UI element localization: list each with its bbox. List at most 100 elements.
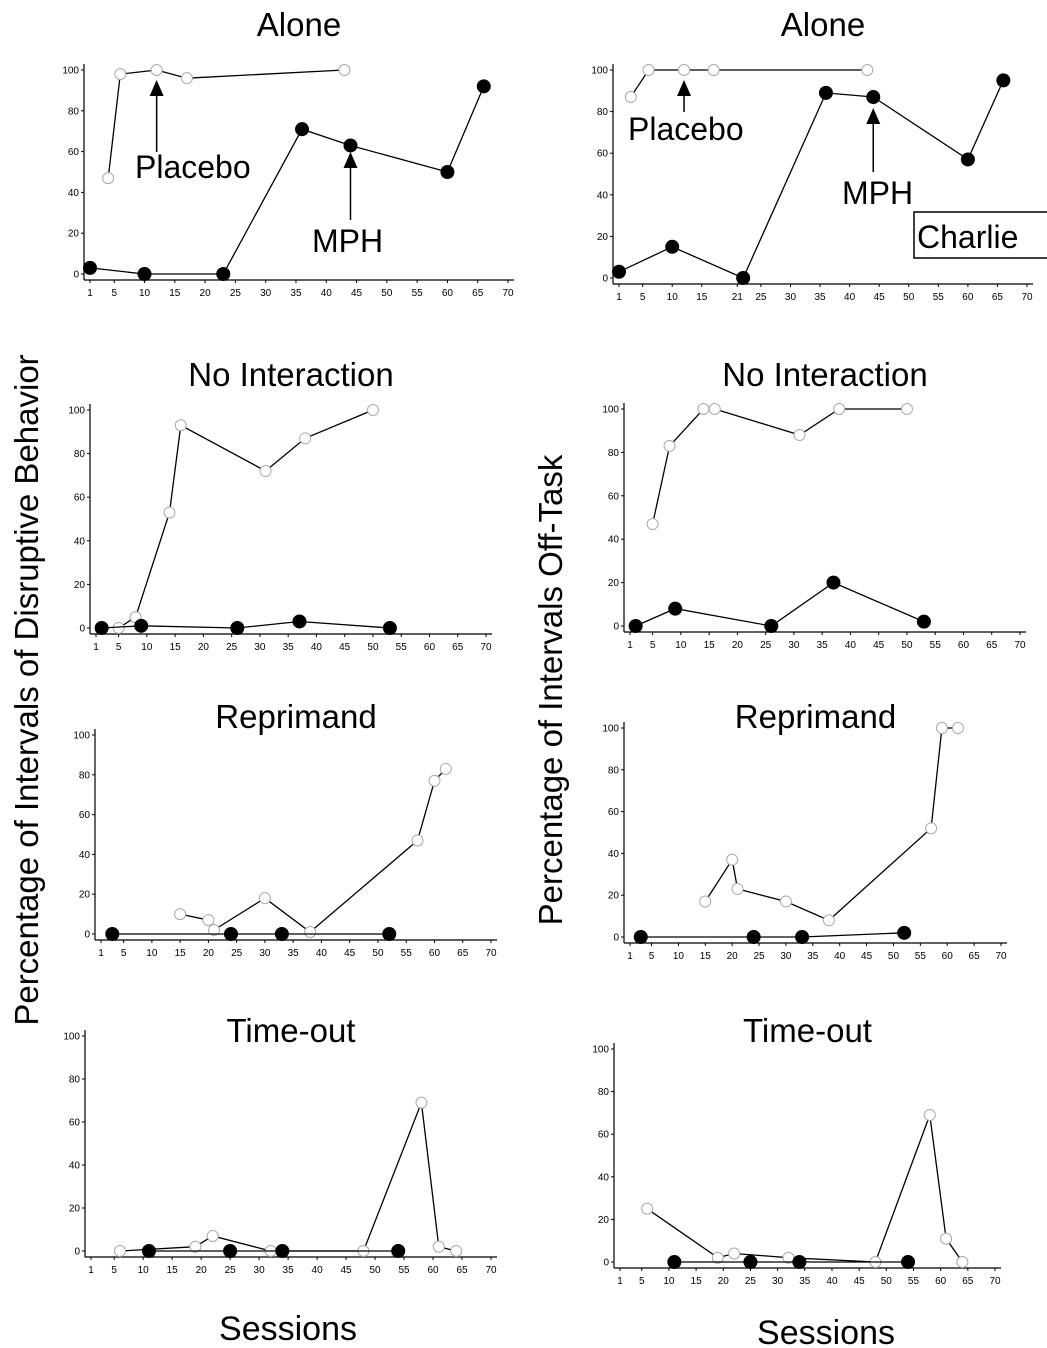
open-marker <box>641 1202 654 1215</box>
x-tick-label: 45 <box>861 951 873 962</box>
x-tick-label: 20 <box>196 1265 208 1276</box>
filled-marker <box>105 927 120 941</box>
x-tick-label: 65 <box>456 1265 468 1276</box>
filled-marker <box>897 925 912 940</box>
x-tick-label: 1 <box>98 948 104 959</box>
y-tick-label: 80 <box>597 107 609 118</box>
x-tick-label: 60 <box>427 1265 439 1276</box>
x-tick-label: 5 <box>650 640 656 651</box>
y-tick-label: 0 <box>602 274 608 285</box>
panel-title: Alone <box>257 6 341 43</box>
x-tick-label: 15 <box>167 1265 179 1276</box>
y-tick-label: 100 <box>592 1045 609 1056</box>
x-tick-label: 10 <box>141 642 153 653</box>
y-tick-label: 80 <box>608 448 620 459</box>
y-tick-label: 0 <box>84 930 90 941</box>
filled-marker <box>795 930 810 944</box>
open-marker <box>450 1245 463 1257</box>
x-tick-label: 40 <box>312 1265 324 1276</box>
filled-marker <box>391 1244 406 1258</box>
y-tick-label: 20 <box>68 229 80 240</box>
open-marker <box>707 64 720 76</box>
open-marker <box>731 882 744 895</box>
y-tick-label: 20 <box>597 232 609 243</box>
x-tick-label: 55 <box>930 640 942 651</box>
panel-title: No Interaction <box>188 356 393 393</box>
x-tick-label: 60 <box>442 288 454 299</box>
filled-marker <box>996 73 1011 88</box>
x-tick-label: 70 <box>485 948 497 959</box>
x-tick-label: 5 <box>111 1265 117 1276</box>
x-tick-label: 1 <box>627 951 633 962</box>
x-tick-label: 70 <box>1014 640 1026 651</box>
x-tick-label: 20 <box>200 288 212 299</box>
x-tick-label: 45 <box>344 948 356 959</box>
filled-marker <box>866 90 881 105</box>
x-tick-label: 20 <box>203 948 215 959</box>
open-marker <box>415 1096 428 1109</box>
x-tick-label: 50 <box>881 1276 893 1287</box>
filled-marker <box>792 1255 807 1269</box>
x-tick-label: 35 <box>288 948 300 959</box>
x-tick-label: 10 <box>138 1265 150 1276</box>
y-tick-label: 0 <box>613 622 619 633</box>
x-axis-label-left: Sessions <box>219 1310 357 1348</box>
y-tick-label: 60 <box>608 491 620 502</box>
y-tick-label: 40 <box>68 188 80 199</box>
x-tick-label: 5 <box>116 642 122 653</box>
x-tick-label: 45 <box>351 288 363 299</box>
filled-marker <box>134 618 149 633</box>
x-tick-label: 65 <box>969 951 981 962</box>
filled-marker <box>628 619 643 633</box>
y-axis-label-right: Percentage of Intervals Off-Task <box>532 454 569 925</box>
y-tick-label: 100 <box>602 724 619 735</box>
open-marker <box>624 91 637 104</box>
x-tick-label: 50 <box>888 951 900 962</box>
filled-marker <box>295 122 310 137</box>
x-tick-label: 55 <box>933 292 945 303</box>
filled-marker <box>736 271 751 285</box>
annotation-label: Placebo <box>628 111 744 147</box>
y-tick-label: 100 <box>63 1032 80 1043</box>
x-tick-label: 5 <box>121 948 127 959</box>
x-tick-label: 21 <box>732 292 744 303</box>
filled-marker <box>960 152 975 167</box>
y-tick-label: 20 <box>608 891 620 902</box>
y-tick-label: 40 <box>79 850 91 861</box>
x-tick-label: 35 <box>817 640 829 651</box>
open-marker <box>728 1247 741 1260</box>
x-tick-label: 40 <box>321 288 333 299</box>
open-marker <box>711 1251 724 1264</box>
filled-marker <box>382 927 397 941</box>
y-tick-label: 60 <box>598 1130 610 1141</box>
y-tick-label: 20 <box>74 580 86 591</box>
x-tick-label: 20 <box>732 640 744 651</box>
open-marker <box>202 914 215 927</box>
open-marker <box>663 439 676 452</box>
open-marker <box>708 403 721 415</box>
filled-marker <box>916 614 931 629</box>
y-tick-label: 80 <box>74 449 86 460</box>
y-tick-label: 80 <box>598 1087 610 1098</box>
filled-marker <box>224 927 238 941</box>
x-tick-label: 70 <box>485 1265 497 1276</box>
panel-title: Reprimand <box>215 698 376 735</box>
x-tick-label: 15 <box>169 288 181 299</box>
series-line-open <box>704 727 958 922</box>
open-marker <box>180 72 193 85</box>
x-tick-label: 5 <box>640 292 646 303</box>
open-marker <box>940 1232 953 1245</box>
open-marker <box>439 762 452 775</box>
open-marker <box>822 914 835 927</box>
y-tick-label: 100 <box>68 406 85 417</box>
open-marker <box>726 853 739 866</box>
x-tick-label: 25 <box>231 948 243 959</box>
x-tick-label: 1 <box>627 640 633 651</box>
open-marker <box>113 1245 126 1257</box>
x-tick-label: 1 <box>93 642 99 653</box>
x-tick-label: 10 <box>667 292 679 303</box>
x-tick-label: 65 <box>962 1276 974 1287</box>
